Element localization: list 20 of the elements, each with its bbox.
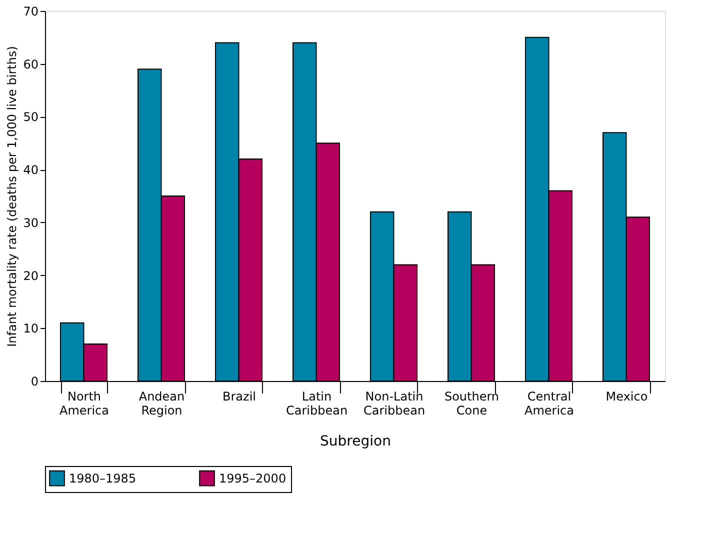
x-tick-label: Brazil [222,390,256,404]
x-axis-title: Subregion [320,434,391,450]
x-tick-label: North America [60,390,109,418]
legend-label: 1995–2000 [219,471,286,486]
y-tick-label: 40 [23,163,38,178]
x-tick-label: Southern Cone [444,390,500,418]
y-tick-label: 20 [23,268,38,283]
y-tick-label: 50 [23,110,38,124]
y-tick-label: 30 [23,216,38,230]
x-tick-label: Non-Latin Caribbean [363,390,426,418]
x-tick-label: Andean Region [138,390,185,418]
y-tick-label: 60 [23,57,38,72]
x-tick-label: Mexico [606,390,648,404]
y-tick-label: 10 [23,322,38,336]
y-tick-label: 0 [30,374,38,388]
y-axis-title: Infant mortality rate (deaths per 1,000 live births) [5,46,20,347]
x-tick-label: Latin Caribbean [286,390,348,418]
legend-label: 1980–1985 [69,471,136,486]
y-tick-label: 70 [23,4,38,18]
x-tick-label: Central America [524,390,574,418]
